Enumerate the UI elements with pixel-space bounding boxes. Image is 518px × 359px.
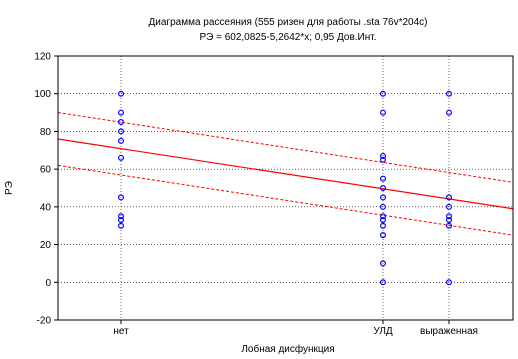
y-tick-label: 40 [40, 202, 52, 213]
y-tick-label: -20 [37, 316, 52, 327]
fit-line [58, 139, 513, 209]
y-tick-label: 20 [40, 240, 52, 251]
y-tick-label: 0 [45, 278, 51, 289]
x-tick-label: выраженная [420, 326, 478, 337]
y-tick-label: 80 [40, 127, 52, 138]
x-tick-label: нет [113, 326, 129, 337]
ci-upper-line [58, 113, 513, 183]
x-tick-label: УЛД [373, 326, 393, 337]
plot-area-border [58, 56, 513, 320]
scatter-points [119, 91, 452, 284]
chart-title: Диаграмма рассеяния (555 ризен для работ… [149, 16, 428, 28]
regression-line [58, 139, 513, 209]
grid-lines [58, 56, 513, 320]
y-tick-label: 100 [34, 89, 51, 100]
chart-subtitle: РЭ = 602,0825-5,2642*x; 0,95 Дов.Инт. [199, 32, 376, 43]
ci-lower-line [58, 165, 513, 235]
y-tick-labels: -20 0 20 40 60 80 100 120 [34, 52, 58, 327]
x-axis-label: Лобная дисфункция [241, 343, 334, 354]
x-tick-labels: нет УЛД выраженная [113, 320, 478, 337]
data-point [119, 155, 124, 160]
y-tick-label: 60 [40, 165, 52, 176]
y-axis-label: РЭ [4, 181, 15, 195]
y-tick-label: 120 [34, 52, 51, 63]
